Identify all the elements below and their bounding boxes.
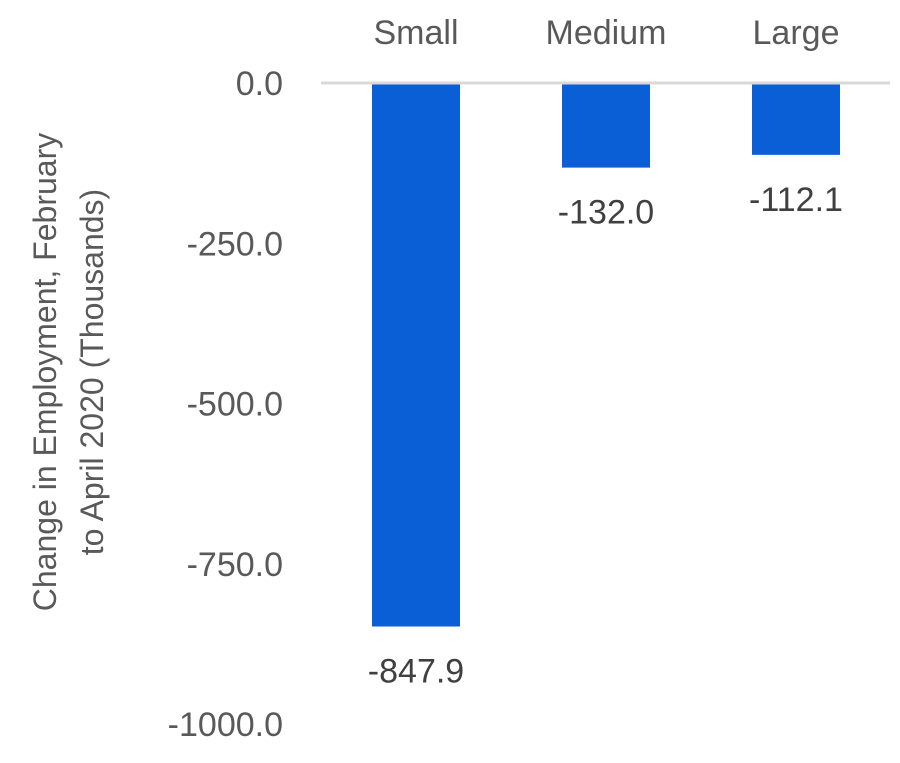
y-axis-title-line-2: to April 2020 (Thousands) <box>74 189 110 555</box>
data-label-small: -847.9 <box>368 653 464 691</box>
bar-large <box>752 83 840 155</box>
y-axis-ticks: 0.0 -250.0 -500.0 -750.0 -1000.0 <box>168 65 283 744</box>
y-axis-title-line-1: Change in Employment, February <box>27 133 63 611</box>
category-label-small: Small <box>373 14 458 52</box>
bar-medium <box>562 83 650 168</box>
y-axis-title: Change in Employment, February to April … <box>27 133 110 611</box>
bars <box>372 83 840 627</box>
data-label-large: -112.1 <box>749 181 843 219</box>
y-tick-label: -1000.0 <box>168 706 283 744</box>
category-label-large: Large <box>753 14 840 52</box>
category-label-medium: Medium <box>546 14 667 52</box>
y-tick-label: 0.0 <box>236 65 283 103</box>
y-tick-label: -750.0 <box>187 546 283 584</box>
y-tick-label: -250.0 <box>187 225 283 263</box>
data-labels: -847.9 -132.0 -112.1 <box>368 181 843 691</box>
bar-small <box>372 83 460 627</box>
data-label-medium: -132.0 <box>558 194 654 232</box>
y-tick-label: -500.0 <box>187 386 283 424</box>
category-labels: Small Medium Large <box>373 14 839 52</box>
